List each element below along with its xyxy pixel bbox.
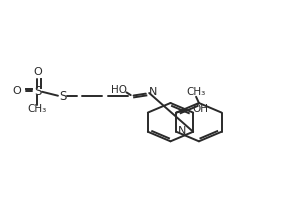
Text: N: N (178, 126, 187, 136)
Text: O: O (13, 86, 22, 96)
Text: OH: OH (192, 104, 208, 114)
Text: S: S (34, 85, 41, 98)
Text: CH₃: CH₃ (28, 104, 47, 114)
Text: O: O (33, 67, 42, 77)
Text: HO: HO (111, 85, 127, 95)
Text: CH₃: CH₃ (186, 87, 205, 97)
Text: S: S (59, 90, 66, 103)
Text: N: N (148, 87, 157, 97)
